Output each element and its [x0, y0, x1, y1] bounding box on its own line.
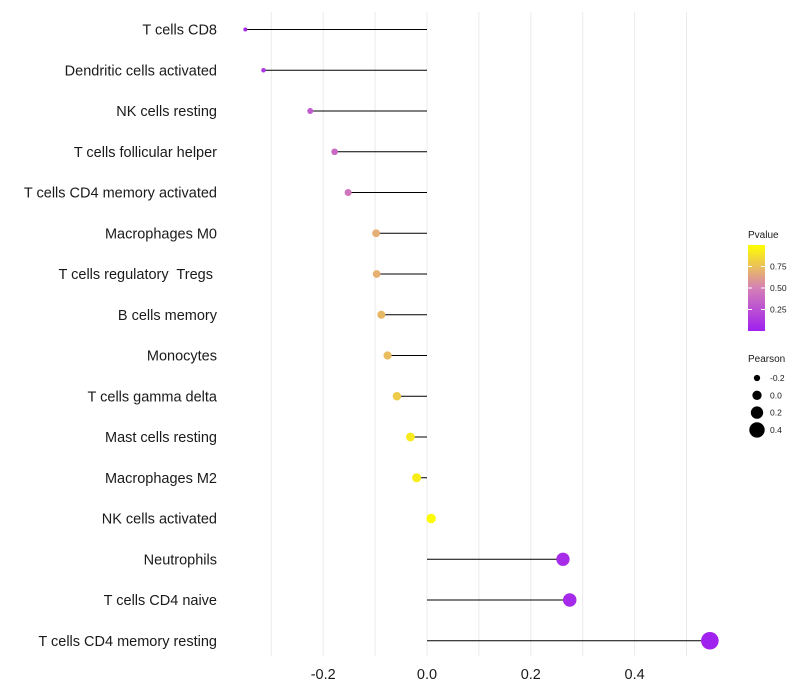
- category-label: T cells gamma delta: [88, 389, 218, 405]
- x-axis-tick-labels: -0.2 0.0 0.2 0.4: [311, 667, 645, 683]
- pearson-legend-dot: [749, 422, 765, 438]
- category-label: Mast cells resting: [105, 430, 217, 446]
- lollipop-point: [372, 229, 381, 238]
- pearson-legend-dot: [753, 374, 761, 382]
- category-label: T cells CD4 naive: [104, 593, 217, 609]
- lollipop-point: [556, 552, 570, 566]
- lollipop-point: [372, 270, 381, 278]
- colorbar-tick-label: 0.25: [770, 305, 787, 315]
- category-label: Neutrophils: [144, 552, 217, 568]
- category-labels: T cells CD8 Dendritic cells activated NK c…: [24, 23, 218, 650]
- pearson-legend-dot: [752, 390, 762, 400]
- category-label: T cells CD8: [142, 23, 217, 39]
- pearson-legend-label: 0.0: [770, 390, 782, 400]
- pvalue-legend: Pvalue 0.75 0.50 0.25: [748, 230, 787, 331]
- pearson-legend-title: Pearson: [748, 354, 785, 365]
- lollipop-point: [243, 27, 248, 32]
- pearson-legend-dot: [750, 406, 764, 419]
- x-tick-label: 0.4: [625, 667, 645, 683]
- category-label: Macrophages M0: [105, 226, 217, 242]
- x-tick-label: 0.2: [521, 667, 541, 683]
- category-label: Macrophages M2: [105, 471, 217, 487]
- lollipop-point: [701, 631, 719, 650]
- category-label: T cells regulatory Tregs: [59, 267, 218, 283]
- category-label: B cells memory: [118, 308, 218, 324]
- lollipop-point: [344, 188, 352, 197]
- category-label: T cells CD4 memory resting: [38, 634, 217, 650]
- category-label: Dendritic cells activated: [65, 63, 217, 79]
- lollipop-point: [392, 392, 402, 401]
- pvalue-legend-title: Pvalue: [748, 230, 779, 241]
- category-label: NK cells resting: [116, 104, 217, 120]
- lollipop-stems: [245, 29, 710, 642]
- pearson-legend-label: 0.4: [770, 425, 782, 435]
- pearson-legend: Pearson -0.2 0.0 0.2 0.4: [748, 354, 785, 438]
- colorbar-tick-label: 0.50: [770, 283, 787, 293]
- pearson-legend-label: 0.2: [770, 408, 782, 418]
- lollipop-point: [331, 148, 338, 156]
- x-tick-label: -0.2: [311, 667, 336, 683]
- lollipop-point: [405, 432, 415, 442]
- colorbar-tick-label: 0.75: [770, 262, 787, 272]
- category-label: T cells follicular helper: [74, 145, 217, 161]
- lollipop-point: [426, 513, 436, 524]
- pearson-legend-label: -0.2: [770, 373, 785, 383]
- lollipop-point: [377, 310, 386, 319]
- lollipop-point: [562, 593, 577, 607]
- lollipop-point: [261, 67, 266, 73]
- category-label: NK cells activated: [102, 512, 217, 528]
- x-tick-label: 0.0: [417, 667, 437, 683]
- category-label: Monocytes: [147, 349, 217, 365]
- category-label: T cells CD4 memory activated: [24, 186, 217, 202]
- lollipop-point: [412, 473, 422, 483]
- grid-lines: [270, 12, 687, 656]
- lollipop-point: [307, 108, 314, 114]
- lollipop-point: [383, 351, 392, 360]
- pvalue-colorbar: [748, 245, 765, 331]
- lollipop-points: [243, 27, 719, 650]
